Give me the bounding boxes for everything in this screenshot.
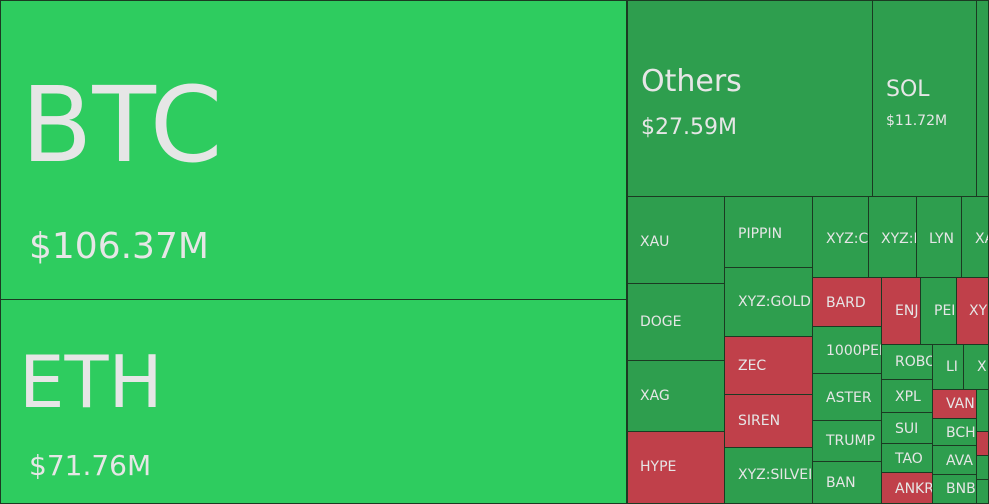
tile-label: BCH	[946, 425, 976, 441]
tile: ENJ	[881, 277, 921, 345]
tile: X	[963, 344, 989, 390]
tile: ETH $71.76M	[0, 299, 627, 504]
tile-label: XPL	[895, 389, 921, 405]
tile	[976, 455, 989, 480]
tile-value: $71.76M	[29, 449, 152, 482]
tile: ROBO	[881, 344, 933, 380]
tile: Others $27.59M	[627, 0, 873, 197]
tile: VAN	[932, 389, 977, 419]
tile-label: PIPPIN	[738, 226, 783, 242]
tile	[976, 0, 989, 197]
tile: XA	[961, 196, 989, 278]
tile-label: 1000PEF	[826, 343, 882, 359]
tile-label: HYPE	[640, 459, 677, 475]
tile: ZEC	[724, 336, 813, 395]
tile: BCH	[932, 418, 977, 446]
tile-label: SIREN	[738, 413, 781, 429]
tile-label: XA	[975, 231, 988, 247]
tile: XYZ:I	[868, 196, 917, 278]
tile: LYN	[916, 196, 962, 278]
tile-label: PEI	[934, 303, 956, 319]
tile: AVA	[932, 445, 977, 475]
tile: BARD	[812, 277, 882, 327]
tile-value: $27.59M	[641, 115, 737, 140]
tile-label: ETH	[19, 340, 163, 424]
tile: LI	[932, 344, 964, 390]
tile-label: XYZ:SILVEI	[738, 467, 813, 483]
tile: ASTER	[812, 373, 882, 421]
tile-label: Others	[641, 64, 742, 99]
tile-label: BTC	[21, 64, 223, 186]
tile: BTC $106.37M	[0, 0, 627, 300]
tile-label: BNB	[946, 481, 976, 497]
tile-label: TAO	[895, 451, 923, 467]
tile: PIPPIN	[724, 196, 813, 268]
tile: XYZ:GOLD	[724, 267, 813, 337]
tile-label: LI	[946, 359, 958, 375]
tile-label: ASTER	[826, 390, 872, 406]
tile: XAU	[627, 196, 725, 284]
tile	[976, 431, 989, 456]
tile-label: ENJ	[895, 303, 919, 319]
tile-value: $106.37M	[29, 226, 209, 267]
tile-label: XYZ:C	[826, 231, 869, 247]
tile: 1000PEF	[812, 326, 882, 374]
tile-label: XAG	[640, 388, 670, 404]
tile-label: TRUMP	[826, 433, 876, 449]
tile: PEI	[920, 277, 957, 345]
tile-label: SUI	[895, 421, 919, 437]
tile: ANKR	[881, 472, 933, 504]
tile: SOL $11.72M	[872, 0, 977, 197]
tile: BAN	[812, 461, 882, 504]
tile	[976, 479, 989, 504]
tile: BNB	[932, 474, 977, 504]
tile-label: ANKR	[895, 481, 933, 497]
tile-label: X	[977, 359, 987, 375]
tile-label: BAN	[826, 475, 856, 491]
tile: XPL	[881, 379, 933, 413]
tile-value: $11.72M	[886, 113, 948, 129]
tile: HYPE	[627, 431, 725, 504]
tile-label: XYZ:I	[881, 231, 917, 247]
tile-label: VAN	[946, 396, 975, 412]
tile-label: SOL	[886, 77, 930, 102]
tile: XYZ:SILVEI	[724, 447, 813, 504]
tile-label: AVA	[946, 453, 973, 469]
tile: DOGE	[627, 283, 725, 361]
tile: TRUMP	[812, 420, 882, 462]
tile: XYZ:C	[812, 196, 869, 278]
tile-label: XYZ:GOLD	[738, 294, 811, 310]
tile-label: BARD	[826, 295, 866, 311]
tile	[976, 389, 989, 432]
tile-label: ROBO	[895, 354, 933, 370]
tile: TAO	[881, 443, 933, 473]
tile-label: LYN	[929, 231, 954, 247]
tile-label: ZEC	[738, 358, 767, 374]
tile: SUI	[881, 412, 933, 444]
tile: XAG	[627, 360, 725, 432]
tile-label: XAU	[640, 234, 670, 250]
tile-label: DOGE	[640, 314, 682, 330]
tile-label: XY	[969, 303, 988, 319]
tile: XY	[956, 277, 989, 345]
tile: SIREN	[724, 394, 813, 448]
